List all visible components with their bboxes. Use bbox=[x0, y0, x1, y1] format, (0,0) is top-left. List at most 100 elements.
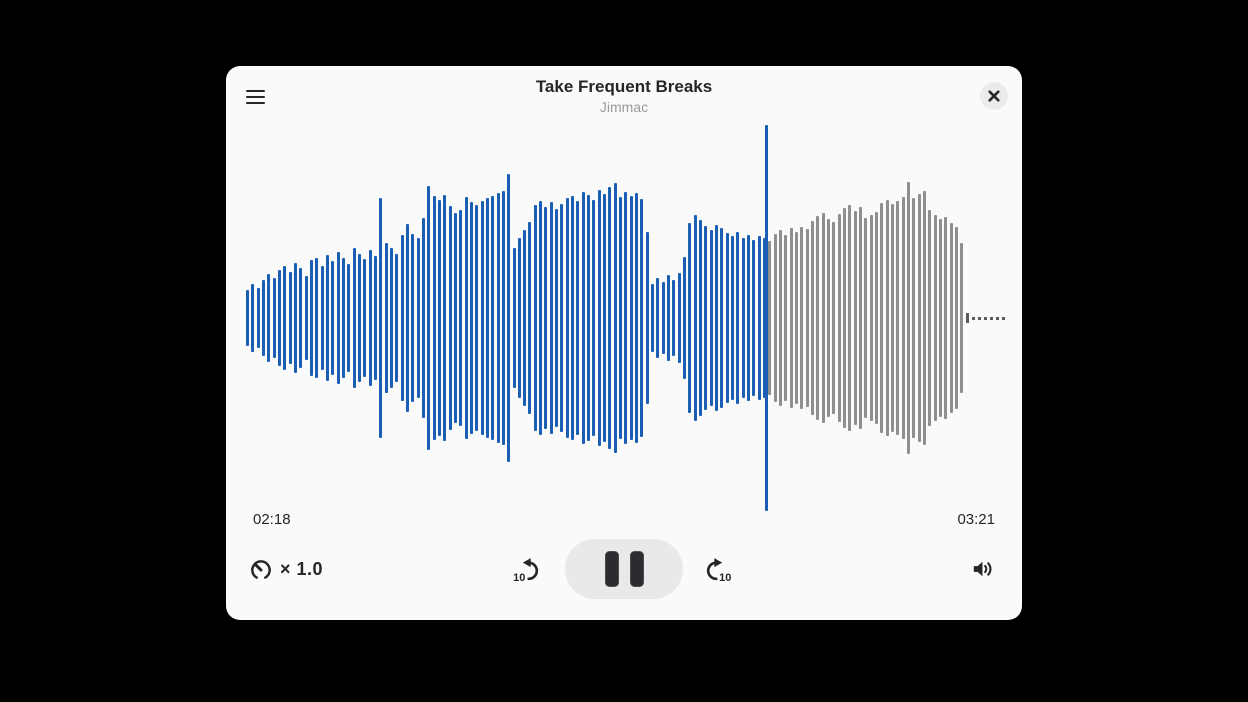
speed-value: × 1.0 bbox=[280, 558, 324, 579]
waveform-bar bbox=[906, 182, 910, 454]
waveform-bar bbox=[448, 206, 452, 430]
waveform-bar bbox=[389, 248, 393, 388]
waveform-bar bbox=[539, 201, 543, 435]
waveform-bar bbox=[597, 190, 601, 446]
waveform-bar bbox=[853, 211, 857, 425]
waveform-bar bbox=[475, 205, 479, 431]
silence-tick bbox=[966, 313, 969, 323]
waveform-bar bbox=[608, 187, 612, 449]
waveform-bar bbox=[880, 203, 884, 433]
waveform-bar bbox=[960, 243, 964, 393]
waveform-bar bbox=[731, 236, 735, 400]
waveform-bar bbox=[741, 238, 745, 398]
waveform-bar bbox=[341, 258, 345, 378]
waveform-bar bbox=[315, 258, 319, 378]
waveform-bar bbox=[512, 248, 516, 388]
skip-back-10-button[interactable]: 10 bbox=[509, 551, 545, 587]
waveform-bar bbox=[613, 183, 617, 453]
close-button[interactable] bbox=[980, 82, 1008, 110]
waveform-bar bbox=[331, 261, 335, 375]
svg-text:10: 10 bbox=[513, 572, 525, 584]
waveform-bar bbox=[400, 235, 404, 401]
waveform-bar bbox=[805, 229, 809, 407]
rotate-right-10-icon: 10 bbox=[706, 558, 731, 584]
waveform-bar bbox=[347, 264, 351, 372]
waveform-bar bbox=[688, 223, 692, 413]
hamburger-icon bbox=[245, 89, 265, 105]
waveform-bar bbox=[272, 278, 276, 358]
waveform-bar bbox=[320, 266, 324, 370]
speaker-waves-icon bbox=[973, 561, 992, 577]
waveform-bar bbox=[763, 238, 766, 398]
waveform-bar bbox=[443, 195, 447, 441]
waveform-bar bbox=[789, 228, 793, 408]
waveform-bar bbox=[629, 196, 633, 440]
waveform-bar bbox=[917, 194, 921, 442]
waveform-bar bbox=[480, 201, 484, 435]
waveform-bar bbox=[421, 218, 425, 418]
waveform-bar bbox=[261, 280, 265, 356]
waveform-bar bbox=[256, 288, 260, 348]
waveform-bar bbox=[459, 210, 463, 426]
waveform-bar bbox=[453, 213, 457, 423]
waveform-bar bbox=[501, 191, 505, 445]
waveform-bar bbox=[651, 284, 655, 352]
waveform-bar bbox=[469, 202, 473, 434]
waveform-bar bbox=[251, 284, 255, 352]
waveform-bar bbox=[373, 256, 377, 380]
waveform-bar bbox=[757, 236, 761, 400]
playhead[interactable] bbox=[765, 125, 768, 511]
volume-button[interactable] bbox=[965, 551, 1001, 587]
waveform-bar bbox=[336, 252, 340, 384]
waveform-bar bbox=[395, 254, 399, 382]
waveform-bar bbox=[325, 255, 329, 381]
skip-forward-10-button[interactable]: 10 bbox=[700, 551, 736, 587]
waveform-bar bbox=[667, 275, 671, 361]
waveform-bar bbox=[683, 257, 687, 379]
waveform-bar bbox=[363, 259, 367, 377]
waveform-bar bbox=[699, 220, 703, 416]
waveform-bar bbox=[293, 263, 297, 373]
silence-dot bbox=[978, 316, 981, 320]
speedometer-icon bbox=[251, 560, 271, 579]
waveform-bar bbox=[517, 238, 521, 398]
waveform-bar bbox=[816, 216, 820, 420]
waveform-bar bbox=[810, 221, 814, 415]
menu-button[interactable] bbox=[240, 82, 270, 112]
waveform-bar bbox=[288, 272, 292, 364]
waveform-bar bbox=[619, 197, 623, 439]
waveform-bar bbox=[555, 209, 559, 427]
pause-button[interactable] bbox=[565, 539, 683, 599]
waveform-bar bbox=[592, 200, 596, 436]
waveform-bar bbox=[869, 215, 873, 421]
waveform-bar bbox=[640, 199, 644, 437]
waveform-bar bbox=[656, 278, 660, 358]
waveform-bar bbox=[267, 274, 271, 362]
waveform-bar bbox=[427, 186, 431, 450]
waveform-bar bbox=[304, 276, 308, 360]
waveform-bar bbox=[523, 230, 527, 406]
waveform-bar bbox=[571, 196, 575, 440]
waveform-bar bbox=[496, 193, 500, 443]
waveform-bar bbox=[720, 228, 724, 408]
waveform-bar bbox=[309, 260, 313, 376]
waveform-bar bbox=[437, 200, 441, 436]
waveform-bar bbox=[432, 196, 436, 440]
svg-text:10: 10 bbox=[719, 572, 731, 584]
waveform-bar bbox=[624, 192, 628, 444]
silence-dot bbox=[1002, 316, 1005, 320]
waveform-bar bbox=[922, 191, 926, 445]
waveform-bar bbox=[246, 290, 249, 346]
waveform-bar bbox=[821, 213, 825, 423]
waveform-bar bbox=[283, 266, 287, 370]
x-icon bbox=[988, 90, 1000, 102]
waveform-bar bbox=[826, 219, 830, 417]
playback-speed-button[interactable]: × 1.0 bbox=[248, 553, 323, 585]
waveform-bar bbox=[603, 194, 607, 442]
waveform-bar bbox=[704, 226, 708, 410]
waveform-bar bbox=[693, 215, 697, 421]
waveform-bar bbox=[747, 235, 751, 401]
waveform[interactable] bbox=[226, 66, 1022, 620]
silence-dot bbox=[972, 316, 975, 320]
waveform-bar bbox=[944, 217, 948, 419]
